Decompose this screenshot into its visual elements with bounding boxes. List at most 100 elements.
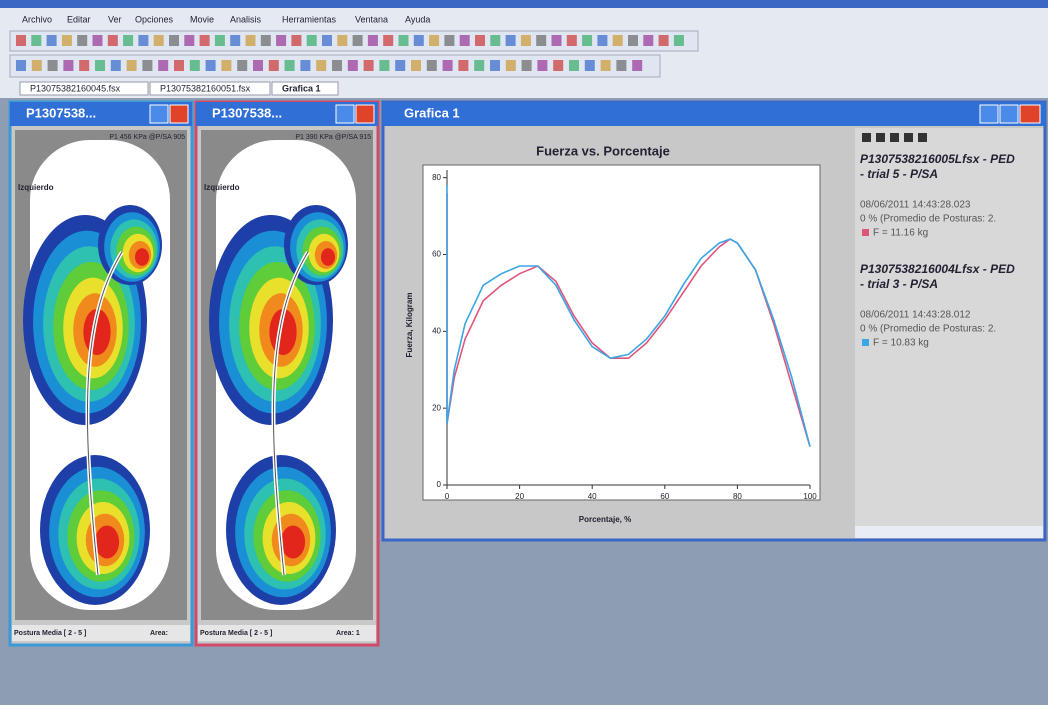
- tool-icon[interactable]: [93, 35, 103, 46]
- panel-tool[interactable]: [876, 133, 885, 142]
- tool-icon[interactable]: [616, 60, 626, 71]
- tool-icon[interactable]: [597, 35, 607, 46]
- tool-icon[interactable]: [458, 60, 468, 71]
- tool-icon[interactable]: [269, 60, 279, 71]
- maximize-button[interactable]: [1000, 105, 1018, 123]
- tool-icon[interactable]: [47, 35, 57, 46]
- close-button[interactable]: [1020, 105, 1040, 123]
- tool-icon[interactable]: [460, 35, 470, 46]
- menu-item[interactable]: Herramientas: [282, 14, 337, 24]
- tool-icon[interactable]: [567, 35, 577, 46]
- tool-icon[interactable]: [490, 60, 500, 71]
- tool-icon[interactable]: [31, 35, 41, 46]
- tool-icon[interactable]: [184, 35, 194, 46]
- tool-icon[interactable]: [307, 35, 317, 46]
- menu-item[interactable]: Archivo: [22, 14, 52, 24]
- tool-icon[interactable]: [429, 35, 439, 46]
- tool-icon[interactable]: [414, 35, 424, 46]
- tool-icon[interactable]: [154, 35, 164, 46]
- tool-icon[interactable]: [237, 60, 247, 71]
- tool-icon[interactable]: [613, 35, 623, 46]
- minimize-button[interactable]: [980, 105, 998, 123]
- tab-label[interactable]: P13075382160051.fsx: [160, 83, 251, 93]
- maximize-button[interactable]: [150, 105, 168, 123]
- menu-item[interactable]: Movie: [190, 14, 214, 24]
- tool-icon[interactable]: [628, 35, 638, 46]
- tool-icon[interactable]: [582, 35, 592, 46]
- tool-icon[interactable]: [215, 35, 225, 46]
- tool-icon[interactable]: [474, 60, 484, 71]
- tool-icon[interactable]: [174, 60, 184, 71]
- tool-icon[interactable]: [169, 35, 179, 46]
- tool-icon[interactable]: [537, 60, 547, 71]
- maximize-button[interactable]: [336, 105, 354, 123]
- tool-icon[interactable]: [364, 60, 374, 71]
- tool-icon[interactable]: [521, 35, 531, 46]
- tool-icon[interactable]: [276, 35, 286, 46]
- tool-icon[interactable]: [353, 35, 363, 46]
- close-button[interactable]: [356, 105, 374, 123]
- tool-icon[interactable]: [261, 35, 271, 46]
- tool-icon[interactable]: [285, 60, 295, 71]
- panel-tool[interactable]: [890, 133, 899, 142]
- panel-tool[interactable]: [904, 133, 913, 142]
- tool-icon[interactable]: [475, 35, 485, 46]
- tool-icon[interactable]: [206, 60, 216, 71]
- menu-item[interactable]: Editar: [67, 14, 91, 24]
- tool-icon[interactable]: [553, 60, 563, 71]
- scrollbar[interactable]: [855, 526, 1043, 538]
- tool-icon[interactable]: [674, 35, 684, 46]
- tool-icon[interactable]: [253, 60, 263, 71]
- panel-tool[interactable]: [862, 133, 871, 142]
- tool-icon[interactable]: [79, 60, 89, 71]
- tool-icon[interactable]: [443, 60, 453, 71]
- tool-icon[interactable]: [348, 60, 358, 71]
- tab-label[interactable]: Grafica 1: [282, 83, 321, 93]
- tool-icon[interactable]: [506, 35, 516, 46]
- tool-icon[interactable]: [395, 60, 405, 71]
- tool-icon[interactable]: [332, 60, 342, 71]
- menu-item[interactable]: Ventana: [355, 14, 388, 24]
- tool-icon[interactable]: [16, 35, 26, 46]
- tool-icon[interactable]: [585, 60, 595, 71]
- tool-icon[interactable]: [552, 35, 562, 46]
- tool-icon[interactable]: [632, 60, 642, 71]
- close-button[interactable]: [170, 105, 188, 123]
- tool-icon[interactable]: [427, 60, 437, 71]
- tool-icon[interactable]: [569, 60, 579, 71]
- tool-icon[interactable]: [522, 60, 532, 71]
- tool-icon[interactable]: [16, 60, 26, 71]
- tool-icon[interactable]: [490, 35, 500, 46]
- tool-icon[interactable]: [300, 60, 310, 71]
- tool-icon[interactable]: [200, 35, 210, 46]
- tool-icon[interactable]: [246, 35, 256, 46]
- tool-icon[interactable]: [32, 60, 42, 71]
- tool-icon[interactable]: [127, 60, 137, 71]
- tool-icon[interactable]: [536, 35, 546, 46]
- tool-icon[interactable]: [337, 35, 347, 46]
- tab-label[interactable]: P13075382160045.fsx: [30, 83, 121, 93]
- tool-icon[interactable]: [291, 35, 301, 46]
- tool-icon[interactable]: [108, 35, 118, 46]
- tool-icon[interactable]: [659, 35, 669, 46]
- tool-icon[interactable]: [190, 60, 200, 71]
- tool-icon[interactable]: [601, 60, 611, 71]
- tool-icon[interactable]: [62, 35, 72, 46]
- tool-icon[interactable]: [138, 35, 148, 46]
- tool-icon[interactable]: [142, 60, 152, 71]
- tool-icon[interactable]: [221, 60, 231, 71]
- menu-item[interactable]: Ayuda: [405, 14, 430, 24]
- tool-icon[interactable]: [48, 60, 58, 71]
- tool-icon[interactable]: [77, 35, 87, 46]
- tool-icon[interactable]: [95, 60, 105, 71]
- menu-item[interactable]: Ver: [108, 14, 122, 24]
- tool-icon[interactable]: [368, 35, 378, 46]
- tool-icon[interactable]: [63, 60, 73, 71]
- menu-item[interactable]: Opciones: [135, 14, 174, 24]
- panel-tool[interactable]: [918, 133, 927, 142]
- tool-icon[interactable]: [316, 60, 326, 71]
- tool-icon[interactable]: [506, 60, 516, 71]
- tool-icon[interactable]: [411, 60, 421, 71]
- tool-icon[interactable]: [230, 35, 240, 46]
- tool-icon[interactable]: [111, 60, 121, 71]
